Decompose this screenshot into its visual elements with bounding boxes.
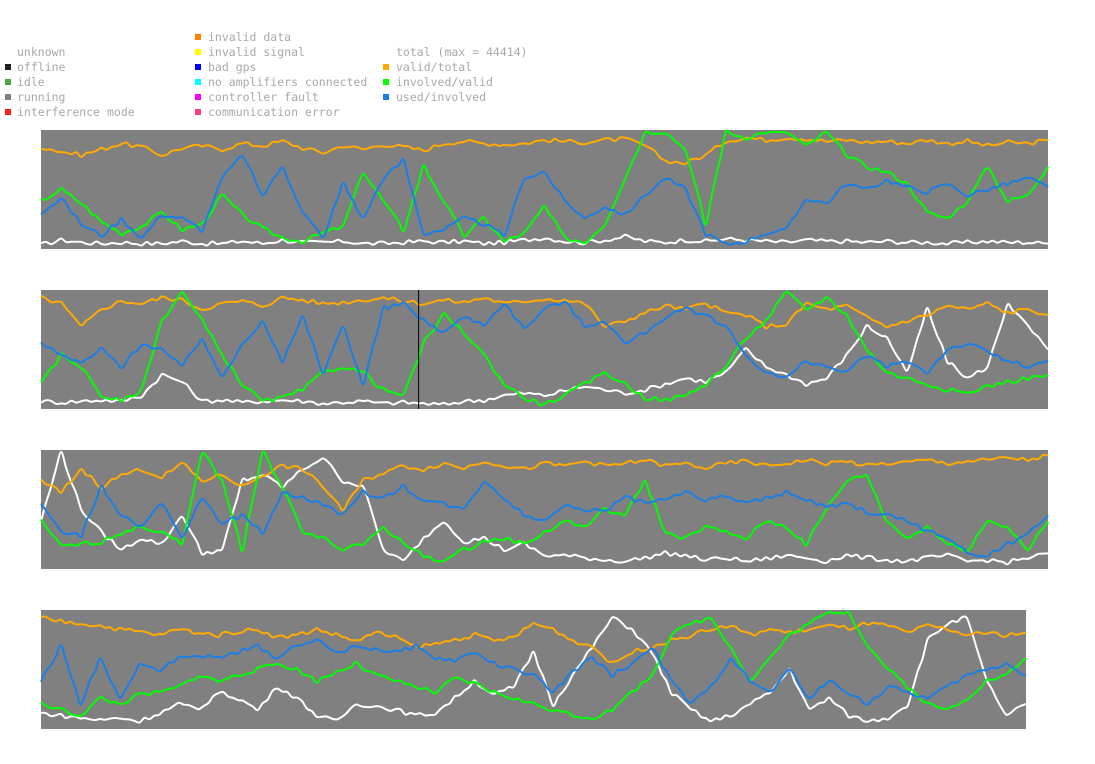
legend-swatch-involved-valid <box>383 79 389 85</box>
legend-swatch-bad-gps <box>195 64 201 70</box>
series-used-involved-line <box>40 155 1049 246</box>
legend-swatch-invalid-signal <box>195 49 201 55</box>
legend-idle: idle <box>17 75 45 89</box>
series-involved-valid-line <box>40 450 1049 563</box>
legend-bad-gps: bad gps <box>208 60 257 74</box>
series-valid-total-line <box>40 295 1049 330</box>
series-involved-valid-line <box>40 290 1049 407</box>
legend-total: total (max = 44414) <box>396 45 528 59</box>
series-valid-total-line <box>40 453 1049 512</box>
legend-swatch-valid-total <box>383 64 389 70</box>
legend-controller-fault: controller fault <box>208 90 319 104</box>
series-involved-valid-line <box>40 610 1027 721</box>
series-used-involved-line <box>40 481 1049 558</box>
legend-invalid-data: invalid data <box>208 30 292 44</box>
legend-unknown: unknown <box>17 45 66 59</box>
legend-swatch-running <box>5 94 11 100</box>
legend-swatch-idle <box>5 79 11 85</box>
legend-swatch-no-amplifiers <box>195 79 201 85</box>
legend-running: running <box>17 90 66 104</box>
legend-interference-mode: interference mode <box>17 105 135 119</box>
legend-swatch-communication-error <box>195 109 201 115</box>
legend-valid-total: valid/total <box>396 60 473 74</box>
series-total-line <box>40 615 1027 724</box>
legend-communication-error: communication error <box>208 105 340 119</box>
series-total-line <box>40 303 1049 406</box>
legend: unknown offline idle running interferenc… <box>0 0 560 125</box>
series-valid-total-line <box>40 136 1049 166</box>
legend-invalid-signal: invalid signal <box>208 45 305 59</box>
legend-swatch-invalid-data <box>195 34 201 40</box>
legend-swatch-used-involved <box>383 94 389 100</box>
series-involved-valid-line <box>40 129 1049 245</box>
legend-used-involved: used/involved <box>396 90 487 104</box>
legend-involved-valid: involved/valid <box>396 75 493 89</box>
legend-swatch-controller-fault <box>195 94 201 100</box>
legend-offline: offline <box>17 60 66 74</box>
legend-swatch-interference <box>5 109 11 115</box>
panel-4 <box>40 610 1027 729</box>
panel-2 <box>40 290 1049 409</box>
legend-swatch-offline <box>5 64 11 70</box>
series-total-line <box>40 451 1049 566</box>
series-used-involved-line <box>40 300 1049 386</box>
series-used-involved-line <box>40 638 1027 706</box>
panel-background <box>41 130 1048 249</box>
panel-background <box>41 610 1026 729</box>
panel-background <box>41 450 1048 569</box>
series-total-line <box>40 233 1049 247</box>
legend-no-amplifiers: no amplifiers connected <box>208 75 368 89</box>
panel-3 <box>40 450 1049 569</box>
panel-1 <box>40 129 1049 249</box>
series-valid-total-line <box>40 615 1027 663</box>
